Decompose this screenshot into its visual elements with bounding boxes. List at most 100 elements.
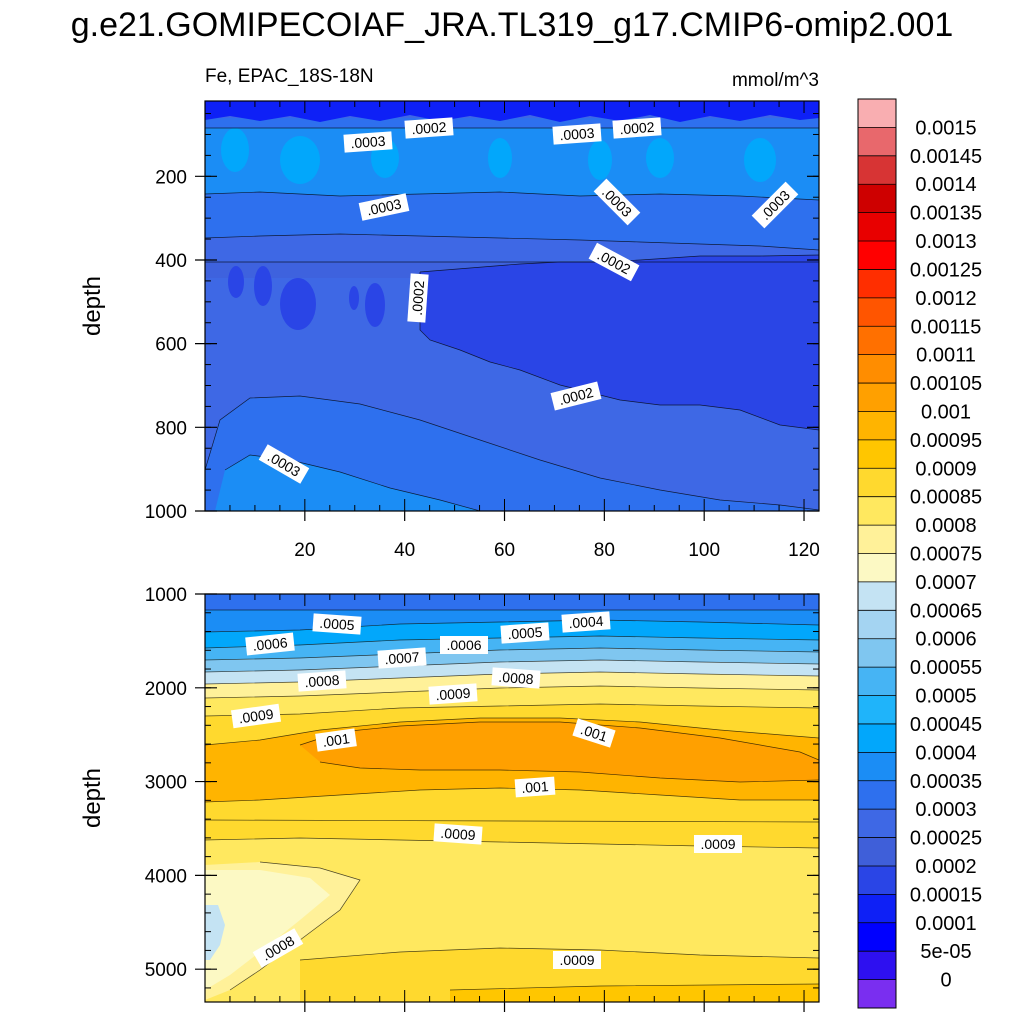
colorbar-label: 0.00145 [910, 146, 982, 168]
contour-label-text: .0005 [507, 624, 543, 642]
contour-label-bg [230, 703, 282, 729]
variable-label: Fe, EPAC_18S-18N [205, 66, 374, 87]
contour-label-bg [358, 193, 410, 221]
contour-label-text: .0002 [619, 119, 655, 137]
colorbar-label: 0.00065 [910, 600, 982, 622]
contour-label-bg [433, 823, 483, 845]
contour-label: .001 [514, 776, 556, 798]
colorbar-label: 0.00135 [910, 203, 982, 225]
y-tick-label: 200 [155, 167, 187, 188]
colorbar-label: 0.0005 [915, 686, 976, 708]
contour-label: .0003 [343, 131, 393, 153]
contour-label-text: .0008 [304, 672, 340, 690]
contour-label-bg [572, 718, 616, 748]
contour-label: .0009 [694, 835, 742, 853]
lower-x-axis [229, 594, 805, 1012]
contour-label-bg [500, 622, 550, 644]
lower-y-axis-label: depth [79, 768, 106, 828]
colorbar-label: 0.00055 [910, 657, 982, 679]
colorbar-label: 0.0012 [915, 288, 976, 310]
y-tick-label: 1000 [145, 502, 187, 523]
colorbar-swatch [858, 922, 896, 952]
contour-label: .0006 [440, 636, 488, 654]
contour-label-bg [588, 242, 640, 282]
colorbar-swatch [858, 809, 896, 839]
contour-label: .0002 [404, 117, 454, 139]
contour-label-bg [404, 117, 454, 139]
colorbar-label: 0.00025 [910, 828, 982, 850]
colorbar-swatch [858, 496, 896, 526]
x-tick-label: 60 [494, 540, 515, 561]
contour-label: .0006 [245, 632, 295, 656]
y-tick-label: 4000 [145, 866, 187, 887]
contour-label-bg [407, 273, 429, 323]
contour-label: .0009 [553, 951, 601, 969]
colorbar-swatch [858, 951, 896, 981]
colorbar: 0.0015 0.00145 0.0014 0.00135 0.0013 0.00125 0… [857, 98, 982, 1009]
colorbar-label: 0.00095 [910, 430, 982, 452]
colorbar-label: 0.0003 [915, 799, 976, 821]
colorbar-swatch [858, 638, 896, 668]
colorbar-swatch [858, 468, 896, 498]
x-tick-label: 100 [688, 540, 720, 561]
colorbar-label: 0.00015 [910, 884, 982, 906]
contour-label-text: .0003 [365, 195, 403, 218]
colorbar-label: 0.00085 [910, 487, 982, 509]
contour-label-text: .0009 [440, 825, 476, 843]
contour-label: .0002 [612, 117, 662, 139]
colorbar-swatch [858, 695, 896, 725]
colorbar-label: 0.00075 [910, 544, 982, 566]
colorbar-swatch [858, 269, 896, 299]
colorbar-swatch [858, 837, 896, 867]
x-tick-label: 20 [294, 540, 315, 561]
colorbar-swatch [858, 439, 896, 469]
lower-panel-frame [204, 593, 820, 1003]
upper-y-axis-label: depth [79, 276, 106, 336]
contour-label: .001 [315, 728, 357, 752]
y-tick-label: 3000 [145, 773, 187, 794]
colorbar-label: 0.00045 [910, 714, 982, 736]
contour-label-bg [751, 181, 799, 229]
contour-label: .0005 [500, 622, 550, 644]
contour-label-text: .001 [321, 730, 350, 750]
y-tick-label: 400 [155, 251, 187, 272]
contour-label-bg [377, 647, 427, 669]
contour-label-bg [514, 776, 556, 798]
contour-label-text: .0009 [238, 706, 275, 727]
colorbar-swatch [858, 383, 896, 412]
contour-label-bg [550, 381, 602, 411]
x-tick-label: 40 [394, 540, 415, 561]
colorbar-label: 0.0011 [916, 345, 976, 367]
contour-label: .0009 [428, 683, 478, 705]
upper-y-axis: 200 400 600 800 1000 [145, 113, 819, 523]
contour-label-bg [593, 178, 641, 226]
colorbar-label: 0.001 [921, 401, 971, 423]
colorbar-swatch [858, 667, 896, 697]
contour-label-text: .0006 [252, 634, 289, 654]
colorbar-label: 0.00035 [910, 771, 982, 793]
contour-label-text: .0003 [559, 125, 595, 143]
x-tick-label: 80 [594, 540, 615, 561]
upper-contour-labels: .0003.0002.0003.0002.0003.0003.0003.0002… [258, 117, 799, 484]
contour-label-text: .0008 [498, 669, 534, 687]
contour-label-text: .0009 [435, 685, 471, 703]
colorbar-label: 0.0013 [915, 231, 976, 253]
colorbar-swatch [858, 894, 896, 924]
contour-label-text: .001 [521, 778, 550, 796]
contour-label-bg [491, 667, 541, 689]
colorbar-swatch [858, 752, 896, 782]
contour-label-text: .0006 [446, 637, 481, 653]
upper-panel-field [205, 101, 819, 511]
colorbar-swatch [858, 581, 896, 611]
colorbar-swatch [858, 610, 896, 640]
contour-label-bg [561, 611, 611, 633]
colorbar-swatch [858, 241, 896, 270]
contour-label-bg [312, 613, 362, 635]
colorbar-swatch [858, 297, 896, 327]
contour-label: .0005 [312, 613, 362, 635]
contour-label-text: .0007 [384, 649, 420, 667]
y-tick-label: 1000 [145, 585, 187, 606]
contour-label-bg [245, 632, 295, 656]
contour-label: .0003 [552, 123, 602, 145]
colorbar-swatch [858, 212, 896, 242]
